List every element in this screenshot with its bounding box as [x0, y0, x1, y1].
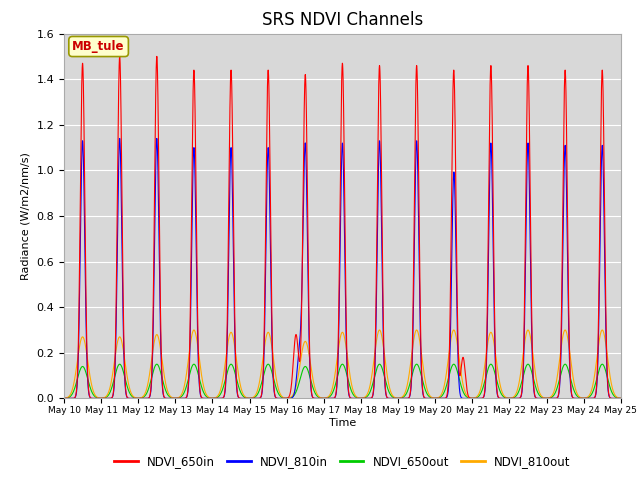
- NDVI_810in: [499, 396, 506, 401]
- NDVI_810in: [419, 393, 427, 398]
- Legend: NDVI_650in, NDVI_810in, NDVI_650out, NDVI_810out: NDVI_650in, NDVI_810in, NDVI_650out, NDV…: [109, 450, 575, 473]
- NDVI_650in: [173, 396, 181, 401]
- NDVI_810in: [60, 396, 68, 401]
- NDVI_650in: [419, 392, 427, 397]
- NDVI_810out: [499, 390, 506, 396]
- Line: NDVI_650out: NDVI_650out: [64, 364, 621, 398]
- NDVI_650out: [173, 396, 181, 401]
- NDVI_650in: [116, 54, 124, 60]
- NDVI_650out: [269, 371, 276, 377]
- NDVI_810out: [419, 365, 427, 371]
- Line: NDVI_650in: NDVI_650in: [64, 57, 621, 398]
- NDVI_650in: [499, 396, 506, 401]
- NDVI_650in: [617, 396, 625, 401]
- NDVI_810out: [173, 395, 181, 401]
- X-axis label: Time: Time: [329, 418, 356, 428]
- NDVI_810out: [615, 395, 623, 401]
- NDVI_810out: [617, 396, 625, 401]
- NDVI_810in: [615, 396, 623, 401]
- NDVI_650out: [60, 396, 68, 401]
- NDVI_810in: [617, 396, 625, 401]
- NDVI_650out: [499, 393, 506, 398]
- NDVI_810in: [173, 396, 181, 401]
- NDVI_650out: [598, 361, 606, 367]
- Line: NDVI_810out: NDVI_810out: [64, 330, 621, 398]
- Text: MB_tule: MB_tule: [72, 40, 125, 53]
- NDVI_650out: [179, 392, 187, 397]
- NDVI_650in: [60, 396, 68, 401]
- NDVI_810out: [179, 388, 187, 394]
- NDVI_810out: [269, 348, 276, 354]
- NDVI_650in: [269, 346, 276, 352]
- Y-axis label: Radiance (W/m2/nm/s): Radiance (W/m2/nm/s): [21, 152, 31, 280]
- NDVI_810out: [60, 396, 68, 401]
- NDVI_650in: [615, 396, 623, 401]
- NDVI_810in: [116, 136, 124, 142]
- Title: SRS NDVI Channels: SRS NDVI Channels: [262, 11, 423, 29]
- NDVI_810out: [598, 327, 606, 333]
- NDVI_650in: [179, 396, 187, 401]
- Line: NDVI_810in: NDVI_810in: [64, 139, 621, 398]
- NDVI_810in: [179, 396, 187, 401]
- NDVI_810in: [269, 358, 276, 363]
- NDVI_650out: [419, 380, 427, 386]
- NDVI_650out: [615, 396, 623, 401]
- NDVI_650out: [617, 396, 625, 401]
